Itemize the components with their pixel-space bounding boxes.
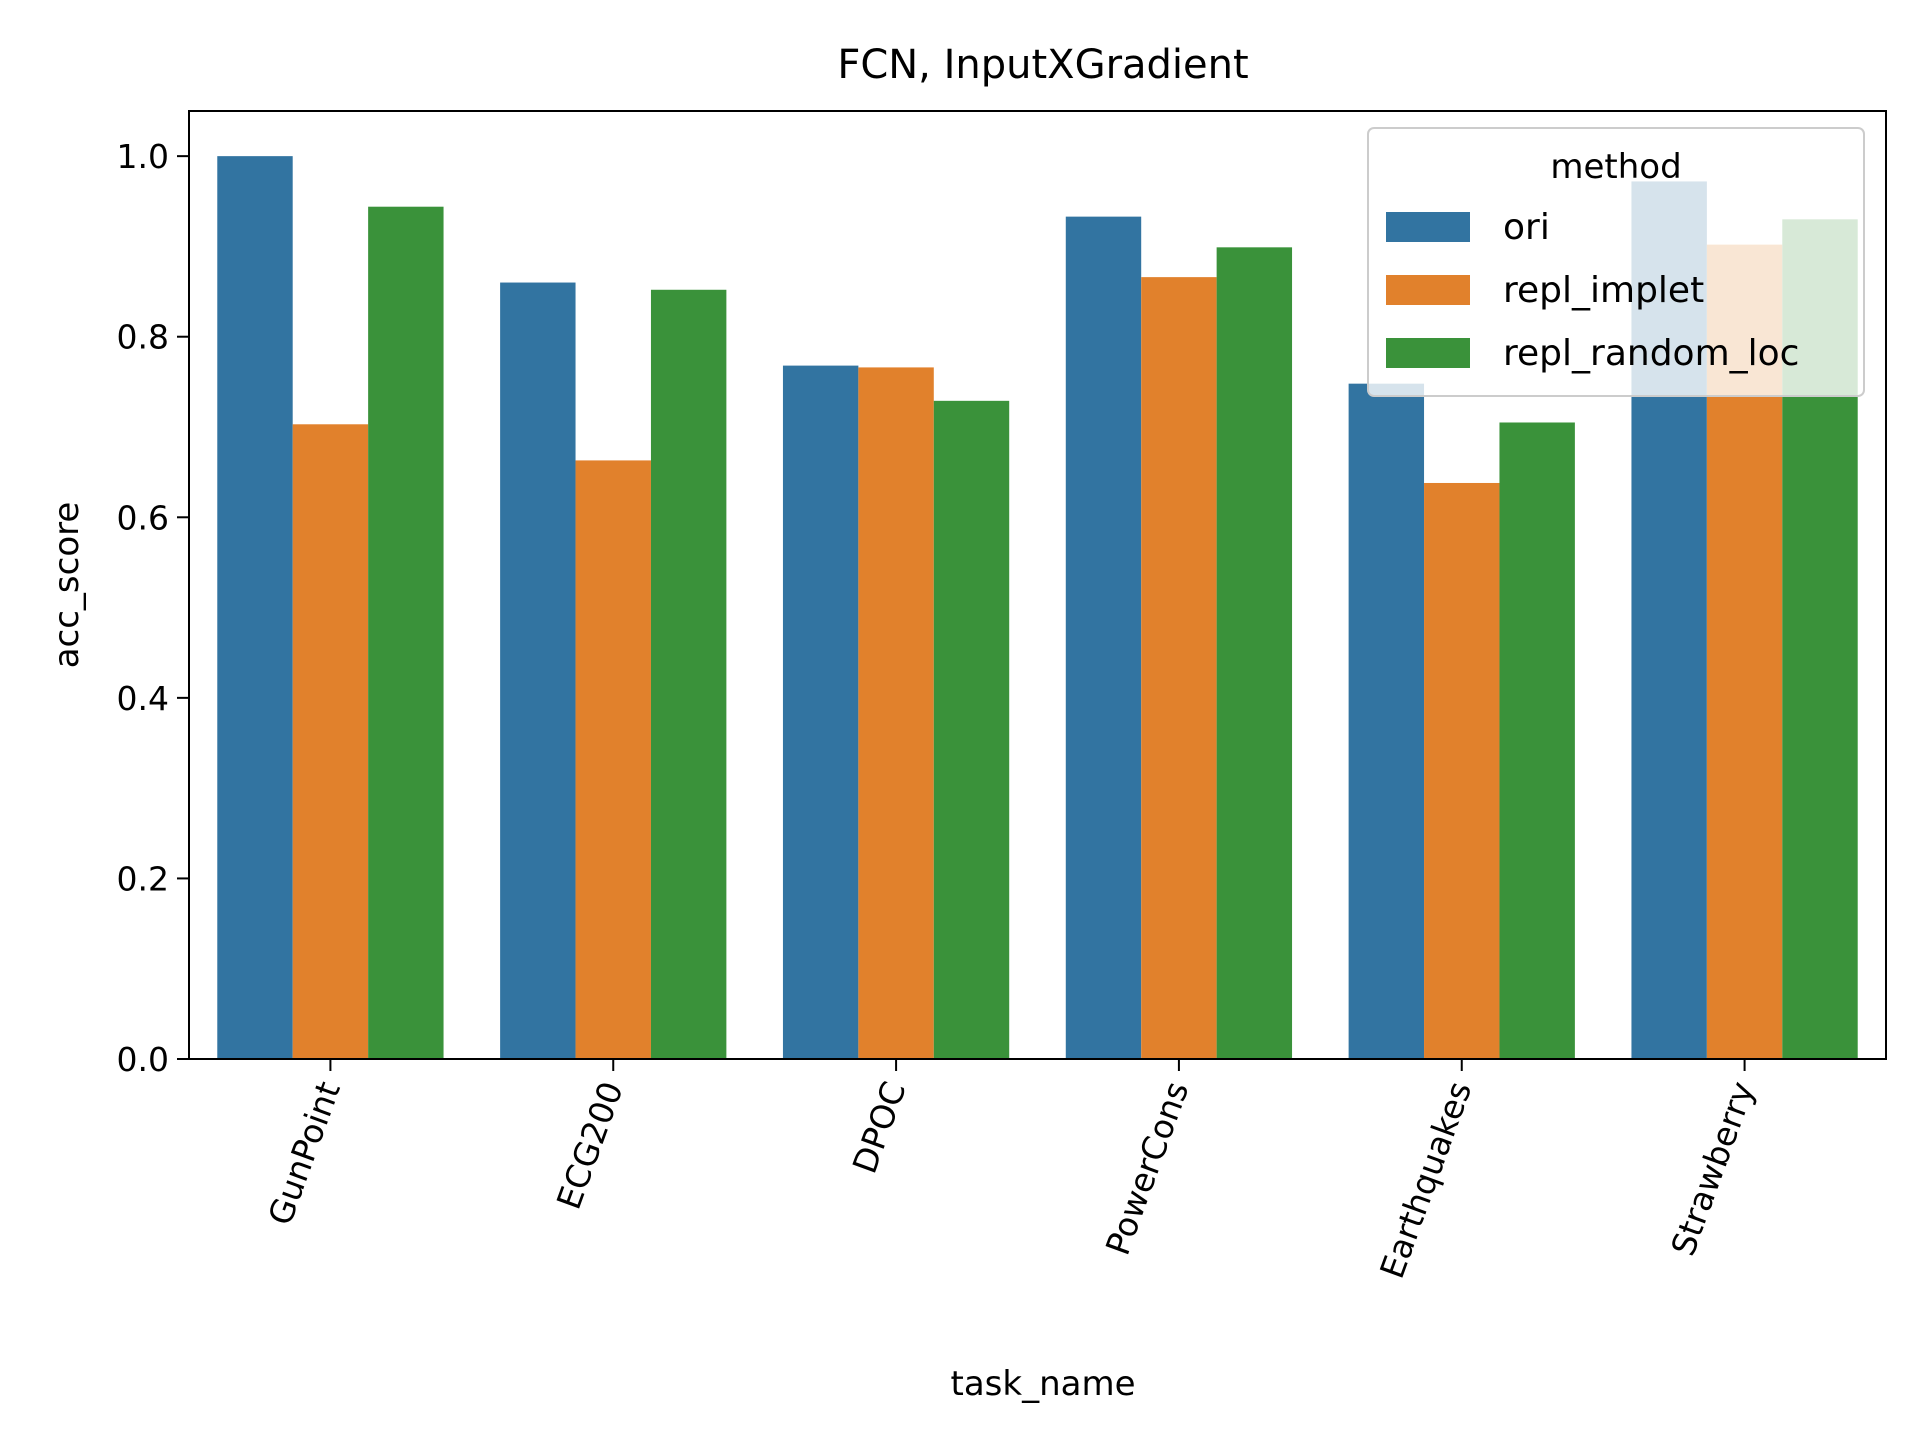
legend-label-repl_random_loc: repl_random_loc [1503,333,1799,374]
y-tick-label: 1.0 [117,137,169,176]
legend-swatch-ori [1386,212,1470,242]
y-tick-label: 0.2 [117,859,169,898]
bars-group [217,156,1858,1060]
y-axis-label: acc_score [47,502,87,669]
bar-ori-DPOC [782,365,859,1059]
x-axis-label: task_name [951,1364,1136,1404]
bar-repl_random_loc-GunPoint [368,206,444,1059]
bar-repl_random_loc-Earthquakes [1499,422,1575,1059]
bar-repl_random_loc-PowerCons [1216,247,1293,1059]
bar-ori-GunPoint [217,156,293,1059]
bar-repl_random_loc-DPOC [933,400,1010,1059]
y-tick-label: 0.0 [117,1040,169,1079]
y-axis: 0.0 0.2 0.4 0.6 0.8 1.0 [117,137,189,1079]
bar-repl_implet-PowerCons [1141,277,1217,1059]
bar-repl_implet-Earthquakes [1424,482,1500,1060]
legend-swatch-repl_implet [1386,275,1470,305]
bar-ori-ECG200 [500,282,576,1059]
legend-label-ori: ori [1503,207,1550,248]
plot-frame [188,110,1887,1060]
legend-label-repl_implet: repl_implet [1503,270,1704,311]
chart-title: FCN, InputXGradient [837,42,1248,88]
legend-swatch-repl_random_loc [1386,338,1470,368]
y-tick-label: 0.6 [117,498,169,537]
bar-repl_implet-GunPoint [292,424,369,1059]
legend-box [1367,127,1865,397]
y-tick-label: 0.8 [117,318,169,357]
bar-repl_implet-DPOC [858,367,934,1059]
bar-ori-Earthquakes [1348,383,1425,1059]
bar-repl_random_loc-ECG200 [650,289,727,1059]
bar-ori-PowerCons [1065,216,1142,1059]
y-tick-label: 0.4 [117,679,169,718]
legend-title: method [1550,147,1681,187]
bar-repl_implet-ECG200 [575,460,651,1059]
